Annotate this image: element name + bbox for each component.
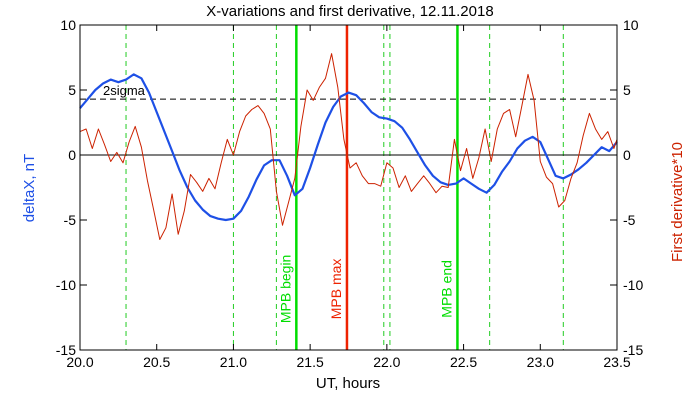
derivative-series-line <box>79 53 618 240</box>
y-axis-label-right: First derivative*10 <box>669 142 686 262</box>
plot-frame <box>79 24 618 351</box>
x-tick-label: 21.5 <box>297 354 324 370</box>
event-label: MPB end <box>438 260 454 318</box>
y-tick-label-left: 5 <box>68 82 76 98</box>
y-axis-label-left: deltaX, nT <box>21 154 38 222</box>
deltax-series-line <box>79 73 618 222</box>
x-axis-label: UT, hours <box>316 375 380 392</box>
y-tick-label-left: 10 <box>60 17 76 33</box>
x-tick-label: 20.0 <box>66 354 93 370</box>
y-tick-label-left: 0 <box>68 147 76 163</box>
chart-title: X-variations and first derivative, 12.11… <box>206 3 493 20</box>
y-tick-label-right: 10 <box>623 17 639 33</box>
y-tick-label-right: -10 <box>623 277 643 293</box>
y-tick-label-left: -10 <box>56 277 76 293</box>
x-tick-label: 23.0 <box>527 354 554 370</box>
x-tick-label: 21.0 <box>220 354 247 370</box>
threshold-label: 2sigma <box>103 83 146 98</box>
x-tick-label: 20.5 <box>143 354 170 370</box>
y-tick-label-left: -15 <box>56 342 76 358</box>
x-tick-label: 22.0 <box>373 354 400 370</box>
x-tick-label: 23.5 <box>603 354 630 370</box>
y-tick-label-right: 0 <box>623 147 631 163</box>
y-tick-label-right: 5 <box>623 82 631 98</box>
y-tick-label-right: -5 <box>623 212 636 228</box>
event-label: MPB begin <box>277 255 293 323</box>
x-tick-label: 22.5 <box>450 354 477 370</box>
event-label: MPB max <box>328 259 344 320</box>
y-tick-label-left: -5 <box>64 212 77 228</box>
y-tick-label-right: -15 <box>623 342 643 358</box>
